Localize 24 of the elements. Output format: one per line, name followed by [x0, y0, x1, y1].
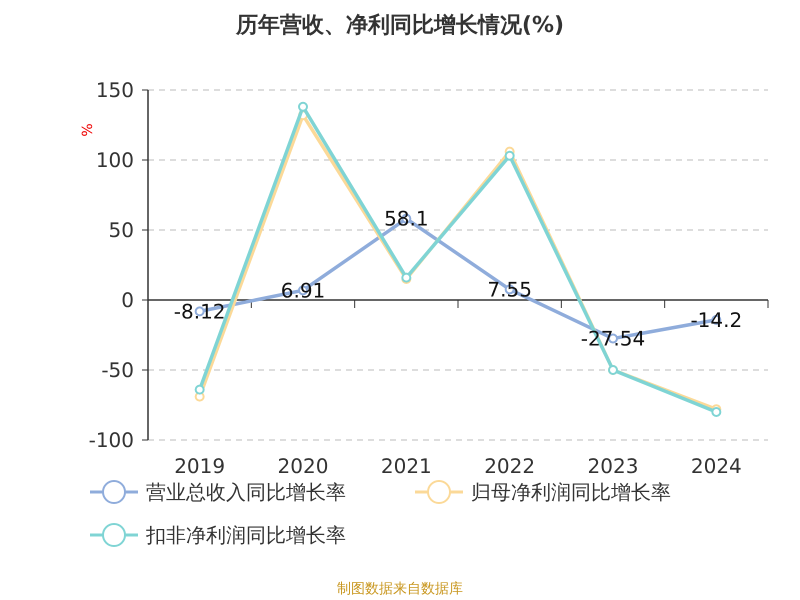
- data-label: 7.55: [487, 277, 532, 302]
- legend-label: 归母净利润同比增长率: [471, 480, 671, 504]
- data-label: -14.2: [690, 308, 742, 332]
- y-tick-label: -100: [88, 428, 134, 452]
- y-tick-label: 150: [96, 78, 134, 102]
- data-label: -8.12: [174, 299, 226, 324]
- legend-label: 扣非净利润同比增长率: [145, 523, 346, 547]
- y-tick-label: 0: [121, 288, 134, 312]
- y-axis-title: %: [80, 123, 96, 137]
- y-tick-label: 50: [108, 218, 134, 242]
- legend-label: 营业总收入同比增长率: [146, 480, 346, 504]
- data-label: 6.91: [280, 278, 326, 302]
- text: 制图数据来自数据库: [337, 581, 463, 597]
- chart-title: 历年营收、净利同比增长情况(%): [234, 13, 564, 38]
- y-tick-label: -50: [101, 358, 134, 382]
- x-tick-label: 2019: [174, 454, 226, 478]
- data-label: 58.1: [384, 206, 429, 231]
- y-tick-label: 100: [96, 148, 134, 172]
- x-tick-label: 2021: [380, 454, 432, 478]
- data-label: -27.54: [580, 326, 646, 351]
- x-tick-label: 2022: [484, 454, 536, 478]
- x-tick-label: 2024: [690, 454, 742, 478]
- x-tick-label: 2020: [278, 454, 328, 478]
- x-tick-label: 2023: [588, 454, 638, 478]
